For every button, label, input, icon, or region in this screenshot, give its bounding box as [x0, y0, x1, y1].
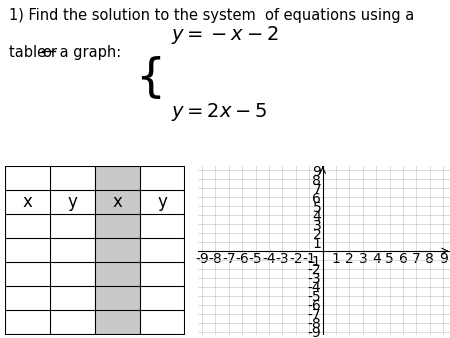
Text: $y = 2x - 5$: $y = 2x - 5$ — [171, 101, 268, 123]
Text: x: x — [112, 193, 122, 211]
Text: $\{$: $\{$ — [135, 54, 161, 101]
Text: table: table — [9, 45, 51, 61]
Text: or: or — [42, 45, 57, 61]
Text: $y = -x - 2$: $y = -x - 2$ — [171, 24, 279, 46]
Text: x: x — [22, 193, 32, 211]
Text: 1) Find the solution to the system  of equations using a: 1) Find the solution to the system of eq… — [9, 8, 414, 23]
Bar — [94, 166, 140, 335]
Text: y: y — [67, 193, 77, 211]
Text: y: y — [157, 193, 167, 211]
Text: a graph:: a graph: — [55, 45, 122, 61]
